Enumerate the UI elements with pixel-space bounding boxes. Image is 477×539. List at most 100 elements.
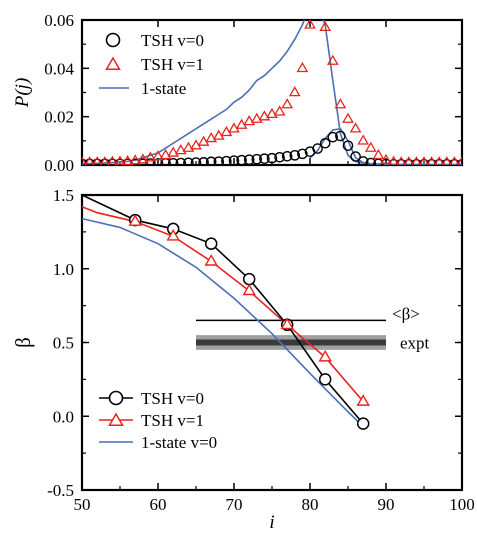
top-point-0	[190, 157, 202, 165]
top-point-1	[441, 156, 452, 165]
top-point-0	[152, 158, 164, 165]
top-point-0	[175, 157, 187, 165]
bottom-legend-label: TSH v=1	[141, 411, 204, 430]
top-point-1	[449, 156, 460, 165]
top-series-line-2	[82, 20, 462, 165]
top-point-1	[235, 118, 248, 129]
top-point-0	[335, 130, 346, 142]
bottom-series-line-2	[82, 217, 364, 428]
top-point-1	[364, 141, 377, 152]
bottom-y-axis-label: β	[11, 337, 35, 348]
top-point-1	[418, 156, 430, 165]
bottom-series-line-0	[82, 195, 364, 425]
top-point-1	[205, 131, 218, 143]
top-point-1	[114, 155, 126, 165]
bottom-y-tick-label: 1.5	[53, 186, 74, 205]
top-point-0	[274, 151, 285, 163]
bottom-point-1	[166, 228, 180, 241]
top-legend-label: 1-state	[141, 79, 186, 98]
top-point-1	[212, 129, 225, 140]
top-point-0	[251, 153, 263, 165]
bottom-x-tick-label: 80	[302, 495, 319, 514]
top-point-0	[327, 131, 339, 143]
top-point-1	[334, 98, 347, 109]
top-point-1	[250, 112, 263, 123]
top-y-tick-label: 0.02	[44, 108, 74, 127]
top-point-0	[198, 157, 209, 165]
top-y-tick-label: 0.06	[44, 11, 74, 30]
top-point-0	[297, 148, 308, 160]
bottom-data	[82, 195, 370, 430]
top-point-1	[304, 20, 316, 29]
top-point-1	[136, 153, 149, 164]
top-point-1	[182, 141, 195, 152]
top-point-1	[288, 86, 301, 97]
top-point-1	[197, 135, 210, 146]
top-point-1	[349, 122, 362, 133]
top-point-0	[281, 150, 293, 162]
top-point-1	[174, 144, 187, 155]
top-legend: TSH v=0 TSH v=1 1-state	[99, 31, 204, 98]
top-point-1	[396, 156, 407, 165]
top-point-1	[190, 139, 202, 150]
top-point-1	[99, 156, 110, 165]
bottom-point-1	[128, 214, 142, 226]
bottom-point-0	[204, 237, 218, 250]
top-panel: 0.00 0.02 0.04 0.06 P(j) TSH v=0 TSH v=1 1-stat…	[12, 11, 464, 175]
bottom-x-tick-label: 60	[150, 495, 167, 514]
bottom-legend-label: 1-state v=0	[141, 433, 217, 452]
top-point-0	[243, 154, 255, 165]
top-point-0	[205, 156, 217, 165]
top-point-1	[456, 156, 462, 165]
top-point-0	[319, 137, 331, 149]
top-point-1	[342, 112, 354, 123]
bottom-x-tick-label: 100	[449, 495, 475, 514]
top-point-1	[426, 156, 437, 165]
top-point-0	[236, 154, 247, 165]
top-y-axis-label: P(j)	[12, 78, 33, 109]
top-point-0	[167, 158, 179, 165]
top-point-1	[357, 134, 370, 145]
top-point-1	[107, 155, 118, 165]
top-point-0	[213, 156, 225, 165]
top-point-0	[228, 155, 240, 165]
top-point-1	[434, 156, 445, 165]
bottom-point-0	[318, 373, 332, 386]
bottom-point-0	[242, 272, 256, 286]
bottom-legend: TSH v=0 TSH v=1 1-state v=0	[99, 389, 217, 452]
top-point-1	[129, 154, 142, 165]
bottom-x-axis-label: i	[269, 512, 274, 533]
top-point-1	[296, 61, 309, 73]
top-point-0	[365, 157, 377, 165]
top-point-1	[380, 153, 392, 164]
expt-label: expt	[400, 334, 430, 353]
top-point-1	[258, 110, 271, 121]
top-point-1	[84, 156, 95, 165]
bottom-y-tick-label: -0.5	[47, 481, 74, 500]
bottom-legend-label: TSH v=0	[141, 389, 204, 408]
top-point-1	[92, 156, 103, 165]
top-point-0	[183, 157, 194, 165]
top-y-tick-label: 0.04	[44, 59, 74, 78]
top-point-1	[281, 98, 294, 109]
top-point-1	[167, 146, 180, 157]
bottom-point-1	[242, 283, 256, 296]
top-point-0	[221, 155, 232, 165]
top-point-1	[82, 156, 88, 165]
top-point-1	[152, 150, 164, 161]
bottom-point-1	[280, 317, 294, 330]
legend-triangle-icon	[105, 56, 121, 71]
top-point-1	[243, 115, 256, 126]
top-point-1	[273, 105, 286, 116]
bottom-panel: -0.5 0.0 0.5 1.0 1.5 50 60 70 80 90 100 β i expt <β> TS…	[11, 186, 475, 533]
legend-triangle-icon	[108, 412, 124, 427]
top-point-1	[121, 154, 134, 165]
top-point-0	[259, 153, 270, 165]
top-point-1	[266, 107, 278, 119]
top-plot-frame	[80, 18, 464, 167]
top-point-1	[144, 151, 157, 162]
bottom-y-tick-label: 0.0	[53, 407, 74, 426]
top-point-1	[319, 20, 332, 32]
legend-circle-icon	[105, 32, 121, 48]
